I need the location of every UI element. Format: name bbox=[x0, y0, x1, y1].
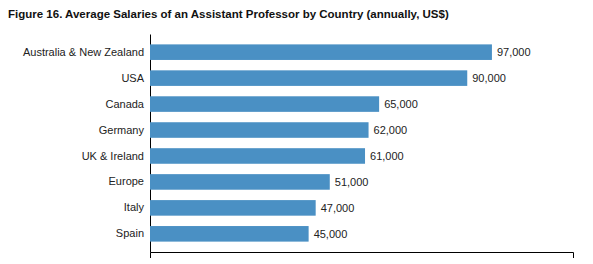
y-axis: Australia & New Zealand USA Canada Germany U… bbox=[23, 35, 151, 253]
bar bbox=[150, 200, 316, 216]
data-label: 97,000 bbox=[497, 46, 531, 58]
data-label: 47,000 bbox=[321, 202, 355, 214]
y-tick: USA bbox=[121, 72, 144, 84]
y-tick: Australia & New Zealand bbox=[23, 46, 144, 58]
y-tick-label: UK & Ireland bbox=[82, 149, 144, 161]
y-tick: Europe bbox=[109, 175, 144, 187]
y-tick-label: Germany bbox=[99, 124, 145, 136]
y-tick: Spain bbox=[116, 227, 144, 239]
data-label: 62,000 bbox=[374, 124, 408, 136]
bar bbox=[150, 148, 365, 164]
bar bbox=[150, 70, 467, 86]
y-tick: Germany bbox=[99, 124, 145, 136]
data-label: 51,000 bbox=[335, 176, 369, 188]
data-labels: 97,000 90,000 65,000 62,000 61,000 51,000 47,0… bbox=[314, 46, 531, 240]
bar bbox=[150, 44, 492, 60]
bar bbox=[150, 96, 379, 112]
bar bbox=[150, 122, 369, 138]
bar bbox=[150, 174, 330, 190]
y-tick: Canada bbox=[105, 98, 144, 110]
y-tick-label: Italy bbox=[124, 201, 145, 213]
y-tick-label: Canada bbox=[105, 98, 144, 110]
chart: Figure 16. Average Salaries of an Assist… bbox=[0, 0, 593, 264]
data-label: 61,000 bbox=[370, 150, 404, 162]
y-tick-label: Europe bbox=[109, 175, 144, 187]
data-label: 65,000 bbox=[384, 98, 418, 110]
y-tick-label: USA bbox=[121, 72, 144, 84]
data-label: 45,000 bbox=[314, 228, 348, 240]
y-tick-label: Australia & New Zealand bbox=[23, 46, 144, 58]
x-axis bbox=[151, 253, 574, 259]
y-tick-label: Spain bbox=[116, 227, 144, 239]
y-tick: Italy bbox=[124, 201, 145, 213]
plot: Australia & New Zealand USA Canada Germany U… bbox=[23, 35, 574, 259]
y-axis-line bbox=[150, 35, 151, 253]
bars bbox=[150, 44, 492, 241]
title: Figure 16. Average Salaries of an Assist… bbox=[8, 8, 449, 20]
y-tick: UK & Ireland bbox=[82, 149, 144, 161]
bar bbox=[150, 226, 309, 242]
data-label: 90,000 bbox=[472, 72, 506, 84]
x-axis-line bbox=[151, 253, 574, 259]
